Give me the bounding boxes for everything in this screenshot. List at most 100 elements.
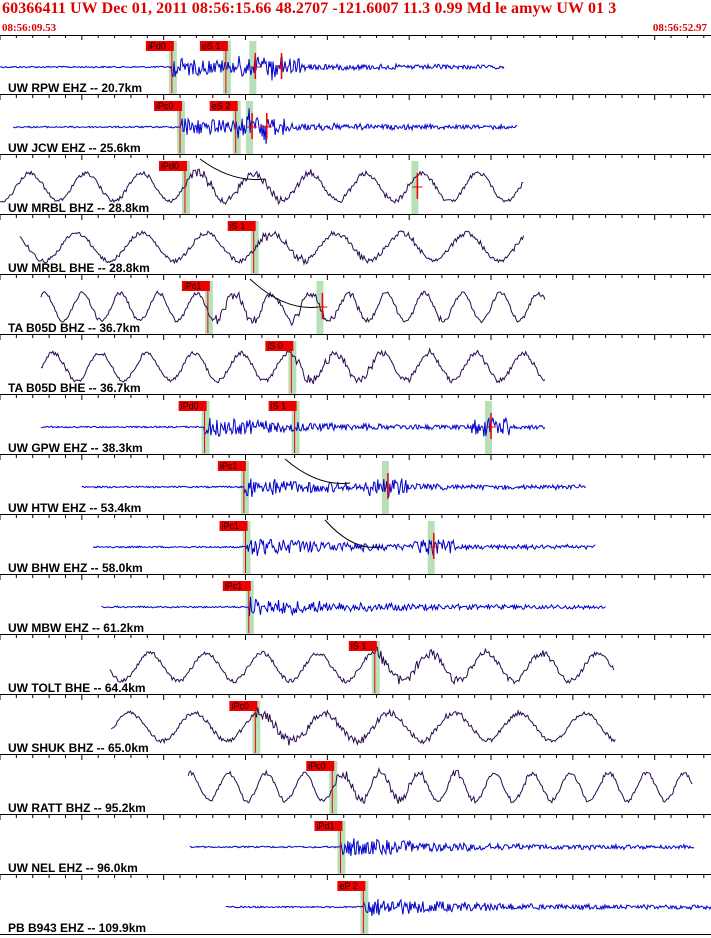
phase-window <box>371 641 380 695</box>
station-panel: eP 2 PB B943 EHZ -- 109.9km <box>0 875 711 935</box>
pick-box <box>265 341 294 351</box>
waveform-trace <box>92 538 596 556</box>
pick-box <box>217 461 246 471</box>
pick-label: iPd0 <box>161 161 179 171</box>
pick-box <box>145 41 174 51</box>
start-time-label: 08:56:09.53 <box>2 22 57 34</box>
pick-label: iPd0 <box>148 41 166 51</box>
pick-box <box>199 41 228 51</box>
station-panel: iPd1 UW NEL EHZ -- 96.0km <box>0 815 711 875</box>
pick-label: iPc0 <box>156 101 174 111</box>
station-label: UW HTW EHZ -- 53.4km <box>8 501 141 515</box>
pick-label: iPc1 <box>184 281 202 291</box>
pick-label: iPc0 <box>231 701 249 711</box>
phase-window <box>360 881 369 935</box>
travel-time-curve <box>324 519 381 548</box>
waveform-trace <box>40 290 546 327</box>
station-label: UW GPW EHZ -- 38.3km <box>8 441 143 455</box>
pick-label: iPc1 <box>225 581 243 591</box>
pick-box <box>227 221 256 231</box>
waveform-trace <box>101 596 606 617</box>
station-label: TA B05D BHZ -- 36.7km <box>8 321 140 335</box>
travel-time-curve <box>284 458 351 484</box>
pick-box <box>229 701 258 711</box>
pick-box <box>154 101 183 111</box>
station-label: UW RPW EHZ -- 20.7km <box>8 81 142 95</box>
pick-label: iPd0 <box>181 401 199 411</box>
phase-window <box>240 461 249 515</box>
waveform-trace <box>19 229 525 266</box>
waveform-trace <box>110 707 616 747</box>
phase-window <box>201 401 210 455</box>
end-time-label: 08:56:52.97 <box>652 22 707 34</box>
station-panel: iPc1 TA B05D BHZ -- 36.7km <box>0 275 711 335</box>
station-label: UW SHUK BHZ -- 65.0km <box>8 741 149 755</box>
station-label: TA B05D BHE -- 36.7km <box>8 381 141 395</box>
pick-box <box>222 581 251 591</box>
pick-box <box>348 641 377 651</box>
station-label: UW MRBL BHE -- 28.8km <box>8 261 150 275</box>
pick-box <box>337 881 366 891</box>
station-label: UW MBW EHZ -- 61.2km <box>8 621 144 635</box>
phase-window <box>250 221 259 275</box>
phase-window <box>288 341 297 395</box>
pick-label: iS 0 <box>267 341 283 351</box>
pick-label: iPc1 <box>220 461 238 471</box>
pick-box <box>209 101 238 111</box>
pick-label: eS 2 <box>212 101 231 111</box>
station-panel: iPc0 UW SHUK BHZ -- 65.0km <box>0 695 711 755</box>
pick-box <box>181 281 210 291</box>
waveform-trace <box>109 646 615 685</box>
station-panel: iPc0 UW RATT BHZ -- 95.2km <box>0 755 711 815</box>
waveform-trace <box>40 416 546 438</box>
station-panel: iPd0 UW MRBL BHZ -- 28.8km <box>0 155 711 215</box>
pick-box <box>178 401 207 411</box>
coda-window <box>427 521 435 575</box>
seismogram-panel: iPd0 eS 1 UW RPW EHZ -- 20.7km iPc0 eS 2 UW J… <box>0 35 711 935</box>
pick-label: iS 1 <box>230 221 246 231</box>
phase-window <box>168 41 177 95</box>
station-panel: iS 1 UW TOLT BHE -- 64.4km <box>0 635 711 695</box>
station-label: UW RATT BHZ -- 95.2km <box>8 801 146 815</box>
station-label: UW NEL EHZ -- 96.0km <box>8 861 138 875</box>
station-label: PB B943 EHZ -- 109.9km <box>8 921 146 935</box>
station-panel: iS 0 TA B05D BHE -- 36.7km <box>0 335 711 395</box>
pick-label: eP 2 <box>339 881 357 891</box>
pick-box <box>219 521 248 531</box>
pick-box <box>158 161 187 171</box>
station-panel: iPc0 eS 2 UW JCW EHZ -- 25.6km <box>0 95 711 155</box>
station-panel: iPc1 UW BHW EHZ -- 58.0km <box>0 515 711 575</box>
phase-window <box>181 161 190 215</box>
waveform-trace <box>81 478 586 498</box>
waveform-trace <box>187 766 693 805</box>
pick-label: iS 1 <box>271 401 287 411</box>
pick-label: iPd1 <box>316 821 334 831</box>
coda-window <box>411 161 419 215</box>
pick-label: iS 1 <box>351 641 367 651</box>
pick-box <box>268 401 297 411</box>
pick-box <box>306 761 335 771</box>
station-panel: iPd0 iS 1 UW GPW EHZ -- 38.3km <box>0 395 711 455</box>
waveform-trace <box>13 108 518 144</box>
phase-window <box>252 701 261 755</box>
waveform-trace <box>40 347 546 385</box>
waveform-trace <box>0 168 524 206</box>
phase-window <box>177 101 186 155</box>
station-label: UW MRBL BHZ -- 28.8km <box>8 201 149 215</box>
station-panel: iS 1 UW MRBL BHE -- 28.8km <box>0 215 711 275</box>
event-title: 60366411 UW Dec 01, 2011 08:56:15.66 48.… <box>2 0 617 17</box>
station-label: UW TOLT BHE -- 64.4km <box>8 681 146 695</box>
phase-window <box>204 281 213 335</box>
station-panel: iPc1 UW HTW EHZ -- 53.4km <box>0 455 711 515</box>
pick-label: eS 1 <box>202 41 221 51</box>
travel-time-curve <box>199 158 266 181</box>
station-label: UW JCW EHZ -- 25.6km <box>8 141 141 155</box>
pick-box <box>314 821 343 831</box>
station-label: UW BHW EHZ -- 58.0km <box>8 561 143 575</box>
pick-label: iPc1 <box>222 521 240 531</box>
travel-time-curve <box>249 278 319 308</box>
pick-label: iPc0 <box>308 761 326 771</box>
station-panel: iPc1 UW MBW EHZ -- 61.2km <box>0 575 711 635</box>
station-panel: iPd0 eS 1 UW RPW EHZ -- 20.7km <box>0 35 711 95</box>
waveform-trace <box>189 838 695 857</box>
